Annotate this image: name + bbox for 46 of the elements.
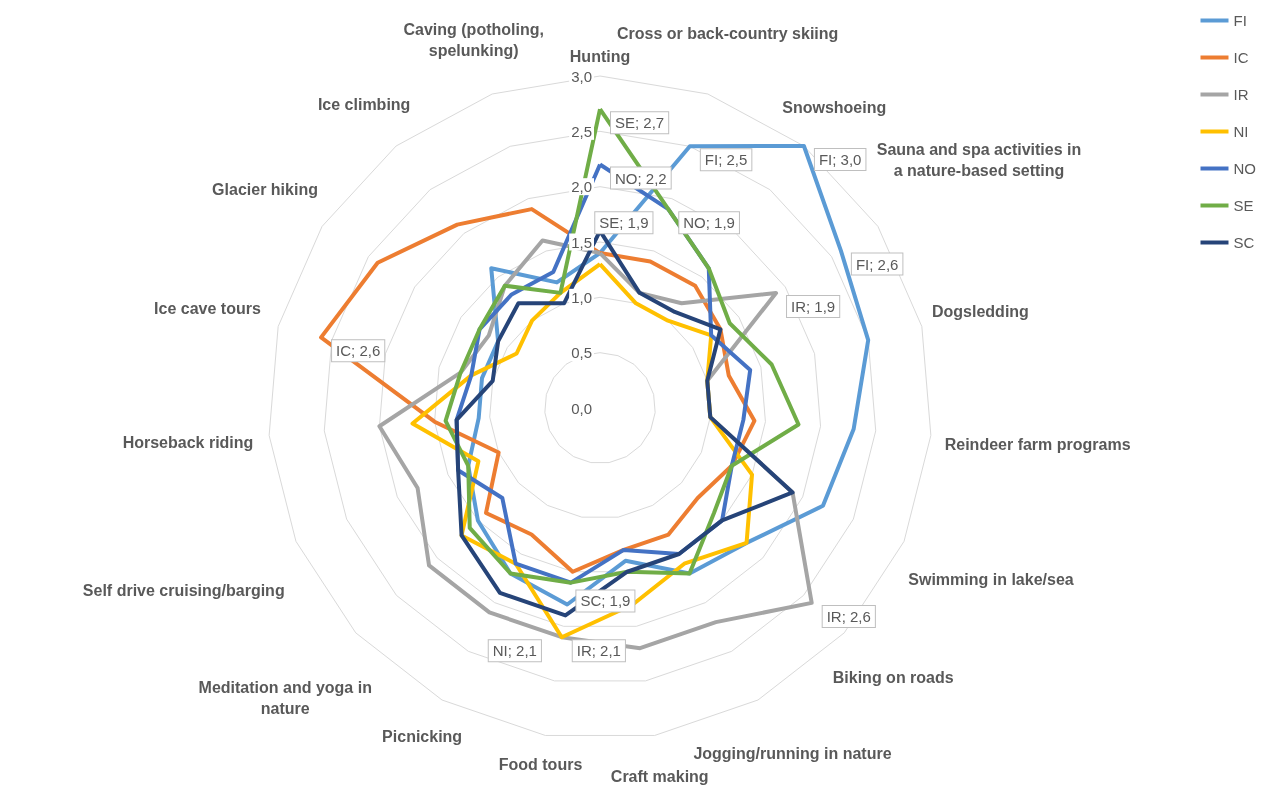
y-tick-label: 0,0 bbox=[571, 399, 592, 417]
data-label: FI; 2,6 bbox=[855, 255, 899, 273]
spoke-label: Swimming in lake/sea bbox=[908, 571, 1074, 589]
spoke-label: Horseback riding bbox=[122, 433, 254, 451]
data-label: SC; 1,9 bbox=[580, 592, 631, 610]
data-label: NI; 2,1 bbox=[492, 642, 537, 660]
spoke-label: Glacier hiking bbox=[212, 180, 318, 198]
data-label: IR; 2,6 bbox=[826, 607, 871, 625]
spoke-label: Dogsledding bbox=[931, 303, 1029, 321]
spoke-label: Biking on roads bbox=[832, 669, 954, 687]
data-label: SE; 2,7 bbox=[615, 114, 665, 132]
spoke-label: Jogging/running in nature bbox=[693, 744, 892, 762]
legend-label: SC bbox=[1233, 234, 1255, 251]
spoke-label: Cross or back-country skiing bbox=[616, 24, 839, 42]
spoke-label: Food tours bbox=[498, 756, 583, 773]
data-label: NO; 1,9 bbox=[683, 214, 735, 232]
legend-label: FI bbox=[1233, 12, 1247, 29]
y-tick-label: 0,5 bbox=[571, 344, 592, 362]
spoke-label: Ice climbing bbox=[317, 96, 411, 114]
spoke-label: Meditation and yoga in nature bbox=[198, 678, 372, 717]
data-label: FI; 2,5 bbox=[704, 151, 748, 169]
data-label: NO; 2,2 bbox=[615, 169, 667, 187]
data-label: FI; 3,0 bbox=[818, 151, 862, 169]
y-tick-label: 2,5 bbox=[571, 122, 592, 140]
data-label: IR; 2,1 bbox=[576, 642, 621, 660]
data-label: IR; 1,9 bbox=[791, 297, 836, 315]
spoke-label: Reindeer farm programs bbox=[944, 435, 1131, 453]
spoke-label: Craft making bbox=[610, 767, 709, 785]
y-tick-label: 2,0 bbox=[571, 178, 592, 196]
y-tick-label: 3,0 bbox=[571, 67, 592, 85]
y-tick-label: 1,5 bbox=[571, 233, 592, 251]
spoke-label: Hunting bbox=[569, 47, 631, 65]
spoke-label: Snowshoeing bbox=[782, 98, 887, 116]
spoke-label: Self drive cruising/barging bbox=[82, 582, 285, 600]
data-label: IC; 2,6 bbox=[336, 342, 381, 360]
y-tick-label: 1,0 bbox=[571, 288, 592, 306]
legend-label: IC bbox=[1233, 49, 1249, 66]
spoke-label: Sauna and spa activities in a nature-based setting bbox=[876, 141, 1082, 180]
data-label: SE; 1,9 bbox=[599, 214, 649, 232]
legend-label: SE bbox=[1233, 197, 1254, 214]
legend-label: NO bbox=[1233, 160, 1256, 177]
spoke-label: Picnicking bbox=[382, 728, 463, 746]
legend-label: IR bbox=[1233, 86, 1249, 103]
spoke-label: Caving (potholing, spelunking) bbox=[403, 21, 544, 60]
spoke-label: Ice cave tours bbox=[154, 300, 261, 318]
legend-label: NI bbox=[1233, 123, 1249, 140]
